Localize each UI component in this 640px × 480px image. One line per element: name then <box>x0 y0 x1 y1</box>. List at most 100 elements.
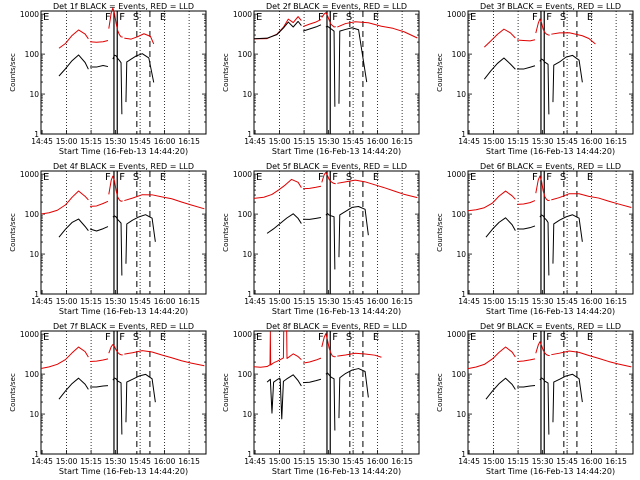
x-tick-label: 16:15 <box>391 297 413 306</box>
x-tick-label: 16:00 <box>367 297 389 306</box>
x-tick-label: 15:00 <box>269 297 291 306</box>
x-tick-label: 15:00 <box>483 137 505 146</box>
lld-series-line <box>273 330 285 364</box>
y-axis-label: Counts/sec <box>222 373 230 412</box>
marker-label-F: F <box>332 12 338 23</box>
marker-label-S: S <box>133 332 139 343</box>
y-tick-label: 1 <box>247 290 252 299</box>
y-tick-label: 10 <box>456 250 466 259</box>
x-axis-label: Start Time (16-Feb-13 14:44:20) <box>272 467 401 476</box>
y-tick-label: 1 <box>34 450 39 459</box>
panel-title: Det 5f BLACK = Events, RED = LLD <box>266 162 407 171</box>
events-series-line <box>112 54 123 115</box>
x-tick-label: 15:15 <box>293 457 315 466</box>
y-tick-label: 10 <box>242 250 252 259</box>
x-tick-label: 14:45 <box>458 297 480 306</box>
x-tick-label: 16:15 <box>605 457 627 466</box>
events-series-line <box>517 65 536 70</box>
marker-label-F: F <box>318 12 324 23</box>
lld-series-line <box>551 350 632 368</box>
lld-series-line <box>124 194 205 210</box>
events-series-line <box>58 218 89 238</box>
marker-label-F: F <box>105 172 111 183</box>
lld-series-line <box>108 344 123 356</box>
x-tick-label: 16:00 <box>367 137 389 146</box>
x-tick-label: 14:45 <box>31 297 53 306</box>
events-series-line <box>325 213 336 270</box>
panel-title: Det 6f BLACK = Events, RED = LLD <box>480 162 621 171</box>
lld-series-line <box>516 358 536 362</box>
marker-label-S: S <box>133 12 139 23</box>
events-series-line <box>539 377 550 435</box>
y-tick-label: 1000 <box>447 330 466 339</box>
marker-label-S: S <box>346 332 352 343</box>
events-series-line <box>552 373 583 423</box>
lld-series-line <box>467 346 516 370</box>
x-axis-label: Start Time (16-Feb-13 14:44:20) <box>486 307 615 316</box>
detector-panel-6: Det 6f BLACK = Events, RED = LLD 14:45 15:… <box>436 162 634 316</box>
marker-label-E: E <box>587 332 593 343</box>
y-tick-label: 100 <box>452 50 467 59</box>
marker-label-E: E <box>470 172 476 183</box>
y-tick-label: 10 <box>29 410 39 419</box>
y-tick-label: 1000 <box>233 10 252 19</box>
x-tick-label: 15:45 <box>129 457 151 466</box>
lld-series-line <box>516 200 536 205</box>
marker-label-E: E <box>256 332 262 343</box>
x-tick-label: 15:30 <box>105 457 127 466</box>
events-series-line <box>266 213 302 234</box>
events-series-line <box>125 214 156 264</box>
lld-series-line <box>286 330 302 361</box>
y-tick-label: 1 <box>247 450 252 459</box>
marker-label-F: F <box>119 332 125 343</box>
x-tick-label: 14:45 <box>458 137 480 146</box>
plot-frame <box>40 330 207 455</box>
y-tick-label: 1 <box>247 130 252 139</box>
plot-frame <box>253 330 420 455</box>
events-series-line <box>325 25 336 107</box>
marker-label-E: E <box>587 12 593 23</box>
x-axis-label: Start Time (16-Feb-13 14:44:20) <box>59 467 188 476</box>
y-tick-label: 1 <box>461 450 466 459</box>
x-axis-label: Start Time (16-Feb-13 14:44:20) <box>272 147 401 156</box>
x-tick-label: 15:45 <box>556 137 578 146</box>
x-tick-label: 16:00 <box>154 297 176 306</box>
x-tick-label: 16:15 <box>178 137 200 146</box>
x-tick-label: 15:00 <box>56 297 78 306</box>
marker-label-E: E <box>587 172 593 183</box>
lld-series-line <box>483 28 516 48</box>
x-tick-label: 15:45 <box>556 457 578 466</box>
marker-label-E: E <box>160 12 166 23</box>
marker-label-E: E <box>373 12 379 23</box>
y-tick-label: 1 <box>34 130 39 139</box>
x-tick-label: 15:15 <box>293 137 315 146</box>
marker-label-S: S <box>560 332 566 343</box>
events-series-line <box>539 58 550 115</box>
x-tick-label: 15:00 <box>269 457 291 466</box>
y-tick-label: 100 <box>452 210 467 219</box>
x-tick-label: 15:00 <box>56 137 78 146</box>
x-tick-label: 14:45 <box>458 457 480 466</box>
marker-label-E: E <box>470 332 476 343</box>
marker-label-S: S <box>133 172 139 183</box>
x-tick-label: 15:00 <box>483 297 505 306</box>
marker-label-E: E <box>373 332 379 343</box>
y-axis-label: Counts/sec <box>436 213 444 252</box>
marker-label-E: E <box>43 12 49 23</box>
marker-label-S: S <box>560 172 566 183</box>
lld-series-line <box>321 12 336 28</box>
plot-frame <box>467 170 634 295</box>
x-tick-label: 15:30 <box>318 297 340 306</box>
marker-label-E: E <box>43 332 49 343</box>
lld-series-line <box>89 200 109 207</box>
lld-series-line <box>58 29 89 49</box>
plot-frame <box>467 10 634 135</box>
lld-series-line <box>108 175 123 202</box>
x-tick-label: 15:45 <box>342 297 364 306</box>
x-tick-label: 14:45 <box>244 297 266 306</box>
marker-label-E: E <box>256 172 262 183</box>
lld-series-line <box>253 178 302 199</box>
